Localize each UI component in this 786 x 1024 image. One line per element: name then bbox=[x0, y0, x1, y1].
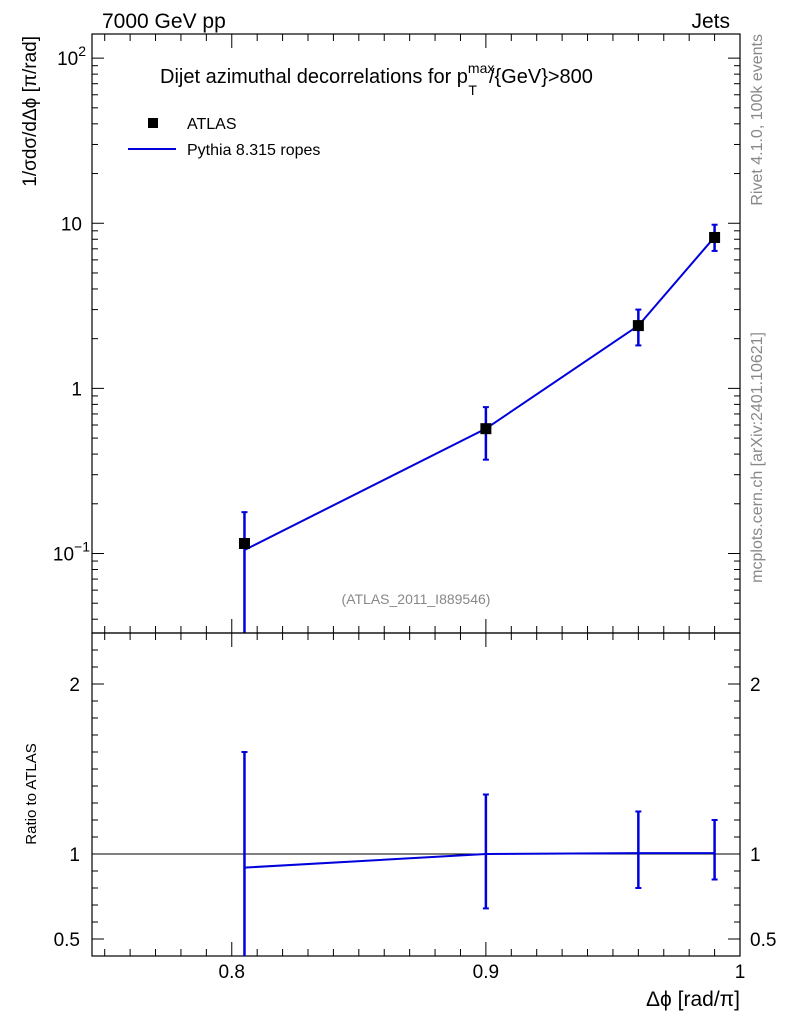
ratio-ytick-label-left: 2 bbox=[69, 675, 80, 696]
legend-marker-atlas bbox=[148, 118, 158, 128]
ratio-ytick-label-right: 0.5 bbox=[750, 930, 776, 951]
ratio-ylabel: Ratio to ATLAS bbox=[23, 743, 40, 844]
header-right: Jets bbox=[691, 10, 730, 33]
ratio-ytick-label-right: 1 bbox=[750, 845, 761, 866]
header-left: 7000 GeV pp bbox=[102, 10, 226, 33]
main-ytick-label: 1 bbox=[71, 379, 82, 400]
ratio-xtick-label: 0.8 bbox=[219, 962, 245, 983]
main-ytick-label: 102 bbox=[57, 43, 86, 70]
main-data bbox=[238, 223, 721, 633]
chart-title-sup: max bbox=[468, 60, 494, 76]
ratio-ytick-label-left: 0.5 bbox=[54, 930, 80, 951]
main-ytick-base: 10 bbox=[61, 214, 82, 235]
atlas-point bbox=[480, 423, 492, 435]
ratio-xtick-label: 1 bbox=[735, 962, 746, 983]
main-ytick-base: 10 bbox=[53, 544, 74, 565]
mcplots-label: mcplots.cern.ch [arXiv:2401.10621] bbox=[749, 332, 766, 583]
ratio-xtick-label: 0.9 bbox=[473, 962, 499, 983]
atlas-point bbox=[238, 537, 250, 549]
chart-title-tail: /{GeV}>800 bbox=[489, 66, 593, 88]
rivet-label: Rivet 4.1.0, 100k events bbox=[749, 34, 766, 206]
main-ytick-label: 10 bbox=[61, 214, 82, 235]
ratio-ytick-label-left: 1 bbox=[69, 845, 80, 866]
legend-label-atlas: ATLAS bbox=[187, 116, 237, 133]
legend-label-pythia: Pythia 8.315 ropes bbox=[187, 142, 320, 159]
main-ytick-base: 10 bbox=[57, 49, 78, 70]
main-ytick-label: 10−1 bbox=[53, 538, 90, 565]
chart-title-sub: T bbox=[468, 82, 477, 98]
pythia-line bbox=[244, 236, 716, 551]
atlas-point bbox=[632, 320, 644, 332]
ratio-ytick-label-right: 2 bbox=[750, 675, 761, 696]
chart-title-main: Dijet azimuthal decorrelations for p bbox=[160, 66, 468, 88]
main-ylabel: 1/σdσ/dΔϕ [π/rad] bbox=[20, 36, 41, 187]
analysis-watermark: (ATLAS_2011_I889546) bbox=[342, 591, 491, 607]
main-ytick-exp: 2 bbox=[78, 43, 86, 59]
ratio-line bbox=[244, 852, 715, 869]
ratio-panel-frame bbox=[91, 632, 741, 957]
atlas-point bbox=[709, 231, 721, 243]
main-ytick-exp: −1 bbox=[74, 538, 90, 554]
ratio-axes: 0.8 0.9 10.5 0.51 12 2 bbox=[54, 632, 776, 983]
x-axis-label: Δϕ [rad/π] bbox=[646, 988, 740, 1011]
chart-title: Dijet azimuthal decorrelations for pmax T… bbox=[160, 60, 593, 98]
ratio-data bbox=[241, 751, 718, 956]
main-ytick-base: 1 bbox=[71, 379, 82, 400]
